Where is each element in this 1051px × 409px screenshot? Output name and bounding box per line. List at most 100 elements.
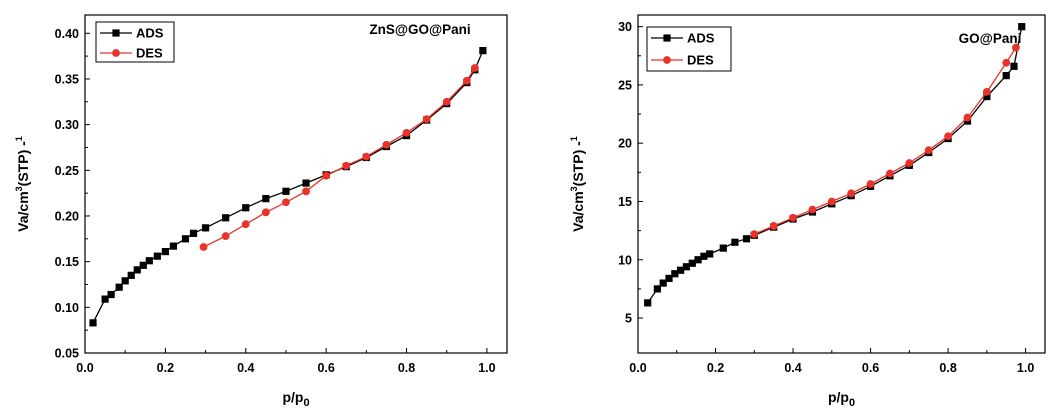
- data-point-ads: [107, 290, 115, 299]
- data-point-ads: [181, 235, 190, 243]
- x-tick-label: 0.0: [629, 361, 646, 375]
- data-point-ads: [1002, 72, 1010, 80]
- data-point-ads: [201, 224, 210, 232]
- y-tick-label: 25: [618, 78, 632, 92]
- y-tick-label: 0.05: [55, 347, 79, 361]
- data-point-ads: [282, 187, 290, 195]
- chart-panel-zns-go-pani: 0.0 0.2 0.4 0.6 0.8 1.0 0.05 0.10 0.15 0.20 0.25 0.…: [14, 14, 508, 409]
- data-point-ads: [682, 263, 691, 271]
- legend-box: [646, 26, 732, 72]
- data-point-des: [789, 213, 797, 222]
- x-tick-label: 0.4: [237, 361, 254, 375]
- x-axis-title: p/p0: [282, 389, 309, 409]
- x-axis-title: p/p0: [828, 389, 855, 409]
- y-tick-label: 20: [618, 137, 632, 151]
- data-point-des: [442, 97, 451, 106]
- x-tick-label: 1.0: [1017, 361, 1034, 375]
- legend-marker-ads: [112, 29, 120, 37]
- data-point-ads: [694, 256, 702, 264]
- data-point-ads: [242, 204, 250, 212]
- data-point-ads: [700, 252, 708, 260]
- data-point-des: [382, 140, 391, 149]
- data-point-ads: [731, 238, 739, 246]
- y-tick-label: 0.40: [55, 27, 79, 41]
- data-point-des: [261, 208, 270, 217]
- data-point-des: [221, 232, 230, 240]
- data-point-ads: [719, 244, 727, 252]
- series-line-des: [754, 47, 1017, 235]
- data-point-des: [827, 197, 836, 206]
- legend-box: [95, 21, 175, 63]
- data-point-ads: [101, 295, 109, 303]
- data-point-ads: [665, 274, 673, 283]
- data-point-ads: [742, 235, 751, 243]
- legend: ADS DES: [646, 26, 732, 72]
- y-tick-label: 0.10: [55, 301, 79, 315]
- data-point-des: [847, 189, 856, 198]
- y-tick-label: 0.30: [55, 118, 79, 132]
- data-point-des: [362, 152, 371, 161]
- data-point-ads: [653, 285, 661, 293]
- legend: ADS DES: [95, 21, 175, 63]
- plot-frame: [84, 14, 508, 354]
- data-point-ads: [983, 92, 991, 101]
- data-point-ads: [161, 248, 169, 256]
- y-tick-label: 0.20: [55, 209, 79, 223]
- y-tick-label: 0.25: [55, 164, 79, 178]
- data-point-ads: [479, 47, 487, 55]
- data-point-des: [302, 187, 310, 196]
- data-point-ads: [133, 266, 141, 274]
- legend-marker-ads: [663, 34, 671, 42]
- data-point-ads: [659, 279, 667, 287]
- data-point-des: [241, 220, 250, 229]
- data-point-ads: [677, 266, 685, 274]
- x-tick-label: 0.8: [398, 361, 415, 375]
- data-point-des: [963, 113, 972, 122]
- x-tick-label: 0.6: [862, 361, 879, 375]
- data-point-des: [866, 180, 875, 188]
- chart-panel-go-pani: 0.0 0.2 0.4 0.6 0.8 1.0 5 10 15 20 25 30 p/p0 Va/cm3(…: [569, 14, 1046, 409]
- y-tick-label: 15: [618, 195, 632, 209]
- x-tick-label: 0.8: [939, 361, 956, 375]
- legend-label-des: DES: [687, 53, 714, 68]
- chart-title: GO@Pani: [959, 31, 1022, 46]
- data-point-des: [1012, 43, 1020, 52]
- data-point-ads: [262, 195, 270, 203]
- data-point-ads: [644, 299, 652, 307]
- x-tick-label: 0.6: [317, 361, 334, 375]
- data-point-des: [322, 171, 331, 180]
- data-point-des: [982, 88, 991, 96]
- data-point-des: [750, 230, 759, 239]
- data-point-des: [769, 222, 778, 230]
- x-tick-label: 0.2: [157, 361, 174, 375]
- legend-label-ads: ADS: [687, 31, 715, 46]
- x-tick-label: 1.0: [478, 361, 495, 375]
- chart-title: ZnS@GO@Pani: [369, 22, 470, 37]
- data-point-ads: [1018, 23, 1026, 31]
- plot-frame: [637, 14, 1046, 354]
- legend-label-des: DES: [136, 46, 163, 61]
- data-point-ads: [169, 242, 178, 250]
- data-point-des: [905, 159, 914, 167]
- data-point-des: [924, 146, 933, 155]
- data-point-des: [199, 243, 208, 251]
- legend-marker-des: [112, 49, 120, 57]
- data-point-ads: [302, 179, 310, 187]
- data-point-ads: [706, 250, 714, 258]
- y-tick-label: 5: [625, 312, 632, 326]
- data-point-ads: [189, 229, 198, 237]
- legend-marker-des: [663, 56, 671, 64]
- data-point-des: [282, 198, 290, 207]
- series-line-des: [203, 67, 476, 248]
- y-tick-label: 0.15: [55, 255, 79, 269]
- data-point-ads: [121, 277, 129, 285]
- data-point-ads: [153, 252, 161, 260]
- y-tick-label: 0.35: [55, 72, 79, 86]
- data-point-ads: [671, 270, 679, 278]
- data-point-ads: [139, 261, 147, 269]
- series-line-ads: [92, 50, 484, 324]
- data-point-ads: [145, 257, 153, 265]
- data-point-ads: [115, 283, 123, 291]
- data-point-ads: [1010, 62, 1018, 70]
- data-point-des: [808, 205, 817, 214]
